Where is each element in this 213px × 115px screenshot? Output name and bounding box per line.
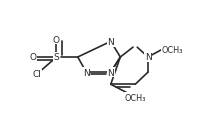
Text: O: O	[30, 53, 36, 62]
Text: N: N	[145, 53, 151, 62]
Text: Cl: Cl	[33, 70, 42, 79]
Text: N: N	[107, 68, 114, 77]
Text: OCH₃: OCH₃	[162, 46, 183, 55]
Text: N: N	[83, 68, 90, 77]
Text: OCH₃: OCH₃	[125, 93, 146, 102]
Text: N: N	[107, 37, 114, 46]
Text: S: S	[54, 53, 59, 62]
Text: O: O	[53, 35, 60, 44]
